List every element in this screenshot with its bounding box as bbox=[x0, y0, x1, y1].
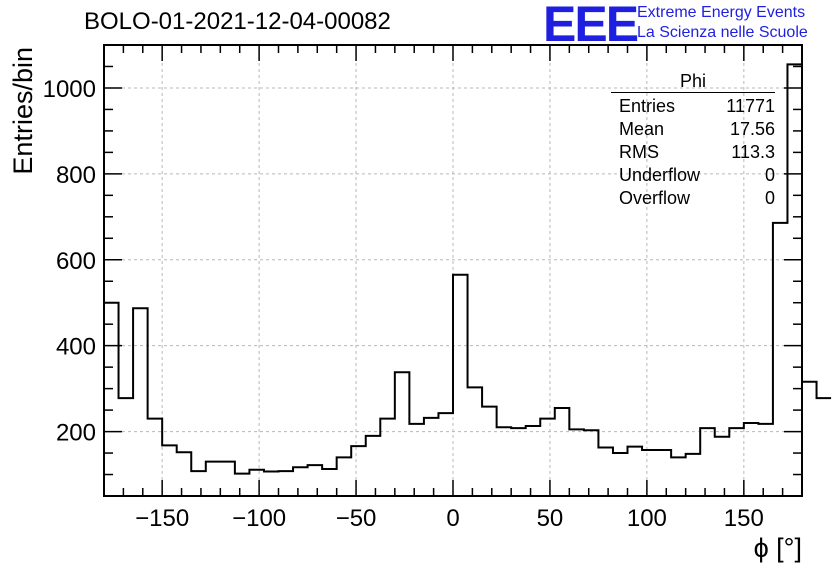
y-axis-label: Entries/bin bbox=[8, 47, 38, 175]
x-tick-label: 100 bbox=[627, 505, 667, 532]
stats-value: 0 bbox=[764, 165, 775, 185]
stats-value: 11771 bbox=[726, 96, 775, 116]
y-tick-label: 1000 bbox=[43, 76, 96, 103]
histogram-steps bbox=[104, 63, 832, 475]
stats-value: 113.3 bbox=[731, 142, 775, 162]
y-tick-label: 600 bbox=[56, 248, 96, 275]
stats-box: Phi Entries 11771 Mean 17.56 RMS 113.3 U… bbox=[611, 70, 775, 210]
x-axis-label: ϕ [°] bbox=[754, 533, 802, 563]
logo-line-1: Extreme Energy Events bbox=[637, 4, 806, 21]
y-tick-label: 200 bbox=[56, 420, 96, 447]
stats-value: 0 bbox=[764, 188, 775, 208]
x-tick-label: 0 bbox=[446, 505, 459, 532]
stats-label: Underflow bbox=[619, 165, 701, 185]
x-tick-label: 150 bbox=[724, 505, 764, 532]
stats-row: Overflow 0 bbox=[611, 187, 775, 210]
stats-divider bbox=[611, 92, 775, 93]
stats-label: RMS bbox=[619, 142, 659, 162]
logo-line-2: La Scienza nelle Scuole bbox=[637, 24, 808, 41]
stats-label: Overflow bbox=[619, 188, 691, 208]
tick-labels: −150 −100 −50 0 50 100 150 200 400 600 800 1000 bbox=[43, 76, 764, 532]
stats-row: Entries 11771 bbox=[611, 95, 775, 118]
stats-row: Underflow 0 bbox=[611, 164, 775, 187]
y-tick-label: 800 bbox=[56, 162, 96, 189]
stats-row: Mean 17.56 bbox=[611, 118, 775, 141]
x-tick-label: 50 bbox=[537, 505, 564, 532]
stats-label: Mean bbox=[619, 119, 665, 139]
x-tick-label: −150 bbox=[135, 505, 189, 532]
x-tick-label: −50 bbox=[336, 505, 377, 532]
stats-value: 17.56 bbox=[729, 119, 775, 139]
axis-ticks bbox=[103, 44, 803, 496]
eee-logo: EEE bbox=[543, 0, 639, 52]
stats-title: Phi bbox=[679, 71, 706, 91]
eee-logo-text: Extreme Energy Events La Scienza nelle S… bbox=[637, 3, 808, 43]
plot-title: BOLO-01-2021-12-04-00082 bbox=[84, 8, 391, 35]
y-tick-label: 400 bbox=[56, 334, 96, 361]
stats-label: Entries bbox=[619, 96, 676, 116]
stats-row: RMS 113.3 bbox=[611, 141, 775, 164]
x-tick-label: −100 bbox=[232, 505, 286, 532]
